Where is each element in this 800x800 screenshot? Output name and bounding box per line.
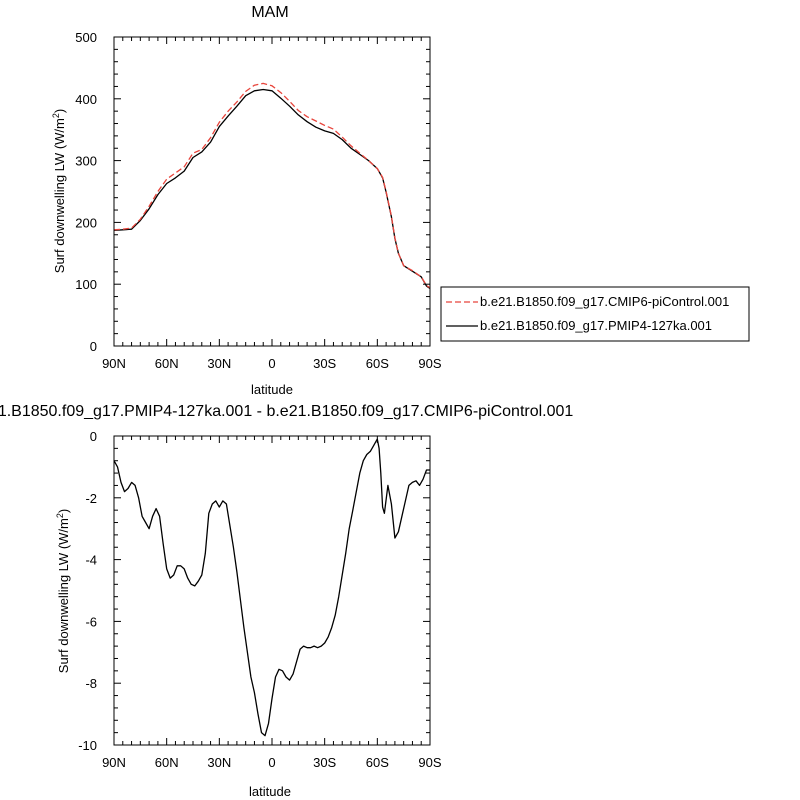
top-chart-x-axis-label: latitude xyxy=(251,382,293,397)
top-chart-x-tick-label: 90S xyxy=(418,356,441,371)
top-chart-series-line-0 xyxy=(113,82,431,289)
top-chart-y-tick-label: 0 xyxy=(90,339,97,354)
bottom-chart-x-tick-label: 90N xyxy=(102,755,126,770)
bottom-chart-x-tick-label: 30S xyxy=(313,755,336,770)
bottom-chart-x-tick-label: 30N xyxy=(207,755,231,770)
bottom-chart-panel: b.e21.B1850.f09_g17.PMIP4-127ka.001 - b.… xyxy=(0,403,573,799)
top-chart-panel: MAM 90N 60N 30N 0 30S 60S 90S0100200300400500 … xyxy=(51,4,442,397)
legend-label-picontrol: b.e21.B1850.f09_g17.CMIP6-piControl.001 xyxy=(480,294,729,309)
top-chart-x-tick-label: 0 xyxy=(268,356,275,371)
top-chart-title: MAM xyxy=(251,4,288,21)
bottom-chart-x-axis-label: latitude xyxy=(249,784,291,799)
bottom-chart-x-tick-label: 0 xyxy=(268,755,275,770)
top-chart-x-tick-label: 60N xyxy=(155,356,179,371)
top-chart-y-axis-label: Surf downwelling LW (W/m2) xyxy=(51,109,67,273)
top-chart-x-tick-label: 30S xyxy=(313,356,336,371)
legend-box xyxy=(440,286,750,342)
top-chart-y-tick-label: 200 xyxy=(75,215,97,230)
bottom-chart-x-tick-label: 60N xyxy=(155,755,179,770)
bottom-chart-y-tick-label: -8 xyxy=(85,676,97,691)
bottom-chart-plot-frame xyxy=(113,435,431,746)
bottom-chart-x-tick-label: 90S xyxy=(418,755,441,770)
legend-label-127ka: b.e21.B1850.f09_g17.PMIP4-127ka.001 xyxy=(480,318,712,333)
top-chart-x-tick-label: 30N xyxy=(207,356,231,371)
top-chart-y-tick-label: 300 xyxy=(75,154,97,169)
bottom-chart-x-tick-label: 60S xyxy=(366,755,389,770)
top-chart-y-tick-label: 100 xyxy=(75,277,97,292)
bottom-chart-y-tick-label: -4 xyxy=(85,553,97,568)
top-chart-series-line-1 xyxy=(113,88,431,290)
bottom-chart-y-tick-label: -6 xyxy=(85,614,97,629)
top-chart-x-tick-label: 90N xyxy=(102,356,126,371)
bottom-chart-y-tick-label: -10 xyxy=(78,738,97,753)
top-chart-plot-frame xyxy=(113,36,431,347)
bottom-chart-y-tick-label: 0 xyxy=(90,429,97,444)
top-chart-y-tick-label: 500 xyxy=(75,30,97,45)
top-chart-x-tick-label: 60S xyxy=(366,356,389,371)
legend: b.e21.B1850.f09_g17.CMIP6-piControl.001 … xyxy=(440,286,750,342)
bottom-chart-y-tick-label: -2 xyxy=(85,491,97,506)
top-chart-y-tick-label: 400 xyxy=(75,92,97,107)
bottom-chart-series-line-0 xyxy=(113,438,430,737)
bottom-chart-y-axis-label: Surf downwelling LW (W/m2) xyxy=(55,509,71,673)
bottom-chart-title: b.e21.B1850.f09_g17.PMIP4-127ka.001 - b.… xyxy=(0,403,573,420)
